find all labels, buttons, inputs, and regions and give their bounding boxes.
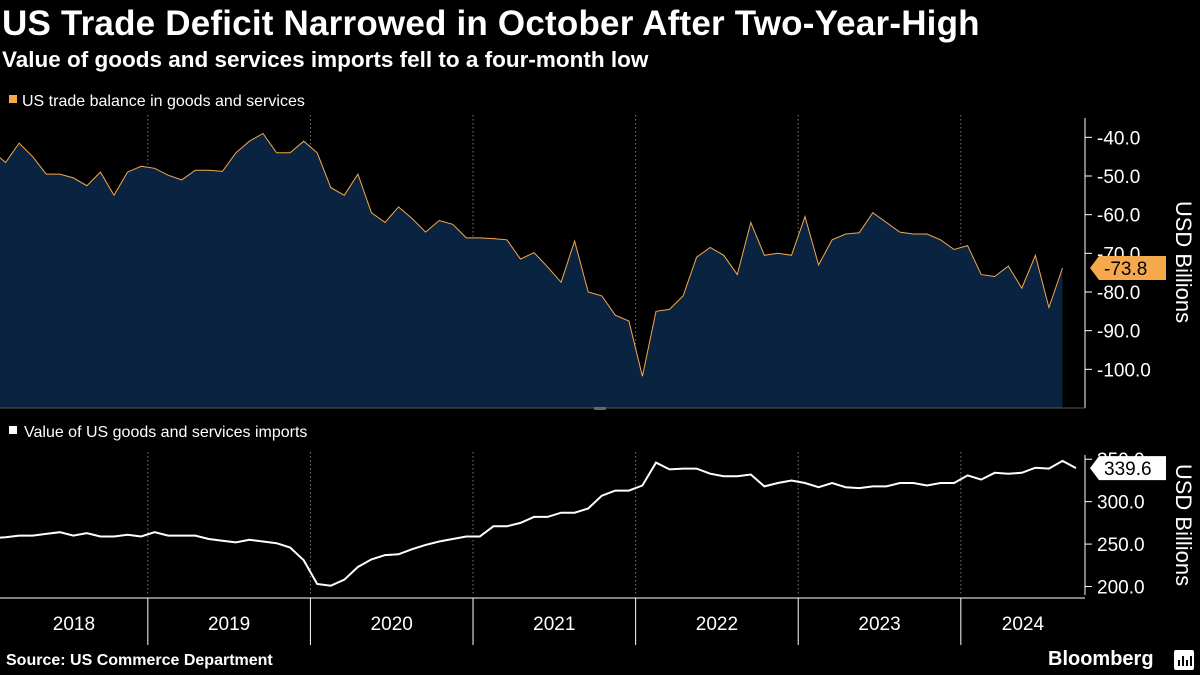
y-tick-label: -50.0 <box>1097 167 1140 188</box>
source-note: Source: US Commerce Department <box>6 652 273 669</box>
logo-bar <box>1178 660 1180 666</box>
y-tick-label: -90.0 <box>1097 322 1140 343</box>
last-value-label: 339.6 <box>1104 459 1152 480</box>
trade-balance-panel: US trade balance in goods and services -… <box>0 93 1196 408</box>
chart-subtitle: Value of goods and services imports fell… <box>2 47 649 72</box>
trade-balance-y-axis-label: USD Billions <box>1171 201 1196 323</box>
x-tick-label: 2020 <box>371 614 413 635</box>
trade-balance-y-ticks: -40.0-50.0-60.0-70.0-80.0-90.0-100.0 <box>1085 128 1151 381</box>
imports-legend-swatch <box>9 426 17 434</box>
x-tick-label: 2023 <box>858 614 900 635</box>
x-tick-label: 2021 <box>533 614 575 635</box>
logo-bar <box>1182 656 1184 666</box>
last-value-flag <box>1090 256 1166 281</box>
x-tick-label: 2022 <box>696 614 738 635</box>
chart-title: US Trade Deficit Narrowed in October Aft… <box>2 4 980 43</box>
imports-gridlines <box>147 452 962 595</box>
x-tick-label: 2018 <box>53 614 95 635</box>
brand-logo: Bloomberg <box>1048 648 1154 670</box>
logo-bar <box>1186 660 1188 666</box>
imports-legend-label: Value of US goods and services imports <box>24 424 307 441</box>
x-axis: 2018 2019 2020 2021 2022 2023 2024 <box>0 597 1085 645</box>
y-tick-label: -60.0 <box>1097 206 1140 227</box>
y-tick-label: -100.0 <box>1097 360 1151 381</box>
y-tick-label: -80.0 <box>1097 283 1140 304</box>
y-tick-label: 250.0 <box>1097 535 1145 556</box>
trade-balance-legend-label: US trade balance in goods and services <box>22 93 305 110</box>
bloomberg-terminal-icon <box>1174 650 1194 670</box>
y-tick-label: -40.0 <box>1097 128 1140 149</box>
y-tick-label: 300.0 <box>1097 493 1145 514</box>
trade-balance-line <box>0 132 1063 377</box>
last-value-label: -73.8 <box>1104 259 1147 280</box>
trade-balance-last-value-callout: -73.8 <box>1090 256 1166 281</box>
logo-bar <box>1190 656 1192 666</box>
x-tick-label: 2019 <box>208 614 250 635</box>
x-tick-label: 2024 <box>1002 614 1045 635</box>
imports-line <box>0 459 1077 587</box>
imports-panel: Value of US goods and services imports 2… <box>0 424 1196 599</box>
panel-divider-handle <box>594 407 606 410</box>
last-value-flag <box>1090 456 1166 481</box>
y-tick-label: 200.0 <box>1097 578 1145 599</box>
trade-balance-area <box>0 133 1063 408</box>
imports-y-axis-label: USD Billions <box>1171 464 1196 586</box>
trade-balance-legend-swatch <box>9 95 17 103</box>
imports-last-value-callout: 339.6 <box>1090 456 1166 481</box>
